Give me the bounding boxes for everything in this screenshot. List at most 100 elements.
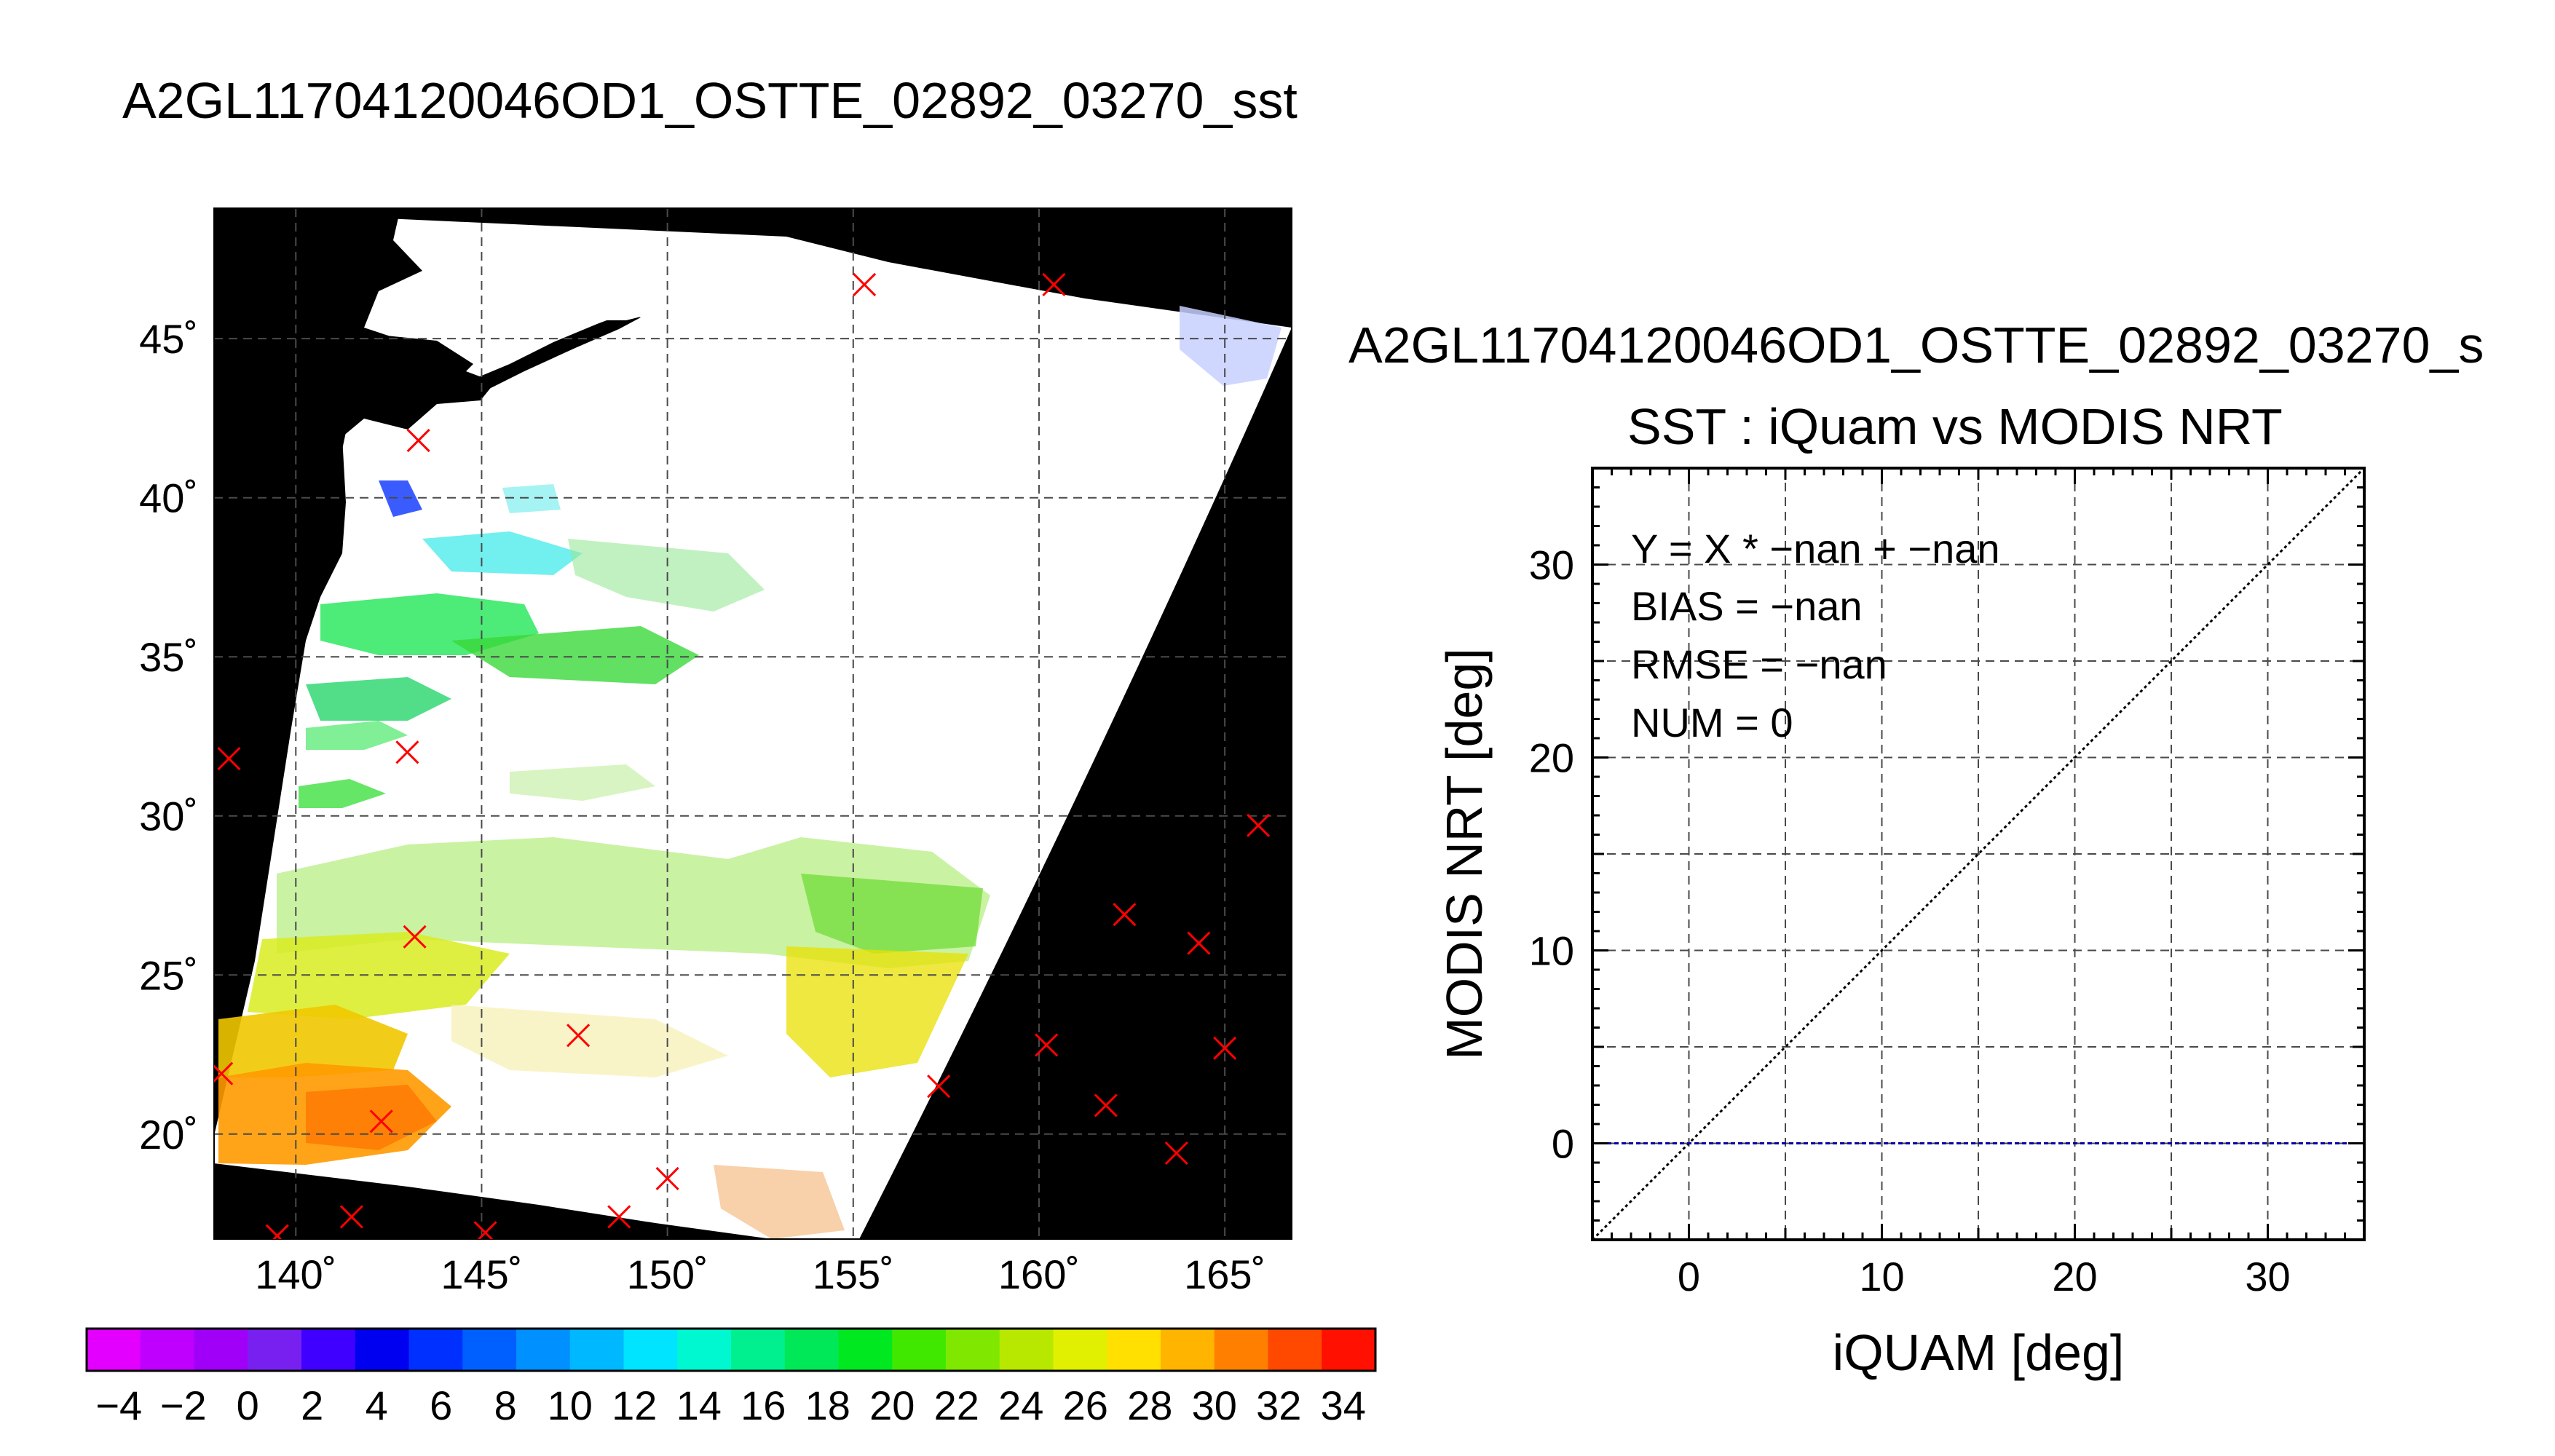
- map-marker-stroke: [853, 272, 877, 296]
- map-marker: [339, 1205, 363, 1229]
- y-tick-label: 30: [1529, 542, 1574, 588]
- colorbar-label: −4: [95, 1382, 142, 1428]
- colorbar-cell: [677, 1329, 732, 1371]
- stats-annotations: Y = X * −nan + −nan BIAS = −nan RMSE = −…: [1631, 526, 2000, 745]
- map-marker: [217, 747, 241, 771]
- colorbar-label: 2: [301, 1382, 323, 1428]
- map-marker-stroke: [1213, 1036, 1237, 1060]
- map-marker: [395, 740, 419, 764]
- x-tick-label: 20: [2052, 1254, 2097, 1299]
- map-lat-label: 25˚: [139, 952, 198, 998]
- map-marker: [927, 1075, 951, 1099]
- x-tick-label: 0: [1678, 1254, 1700, 1299]
- map-marker-stroke: [927, 1075, 951, 1099]
- map-marker-stroke: [477, 1221, 497, 1239]
- map-marker: [566, 1024, 591, 1048]
- colorbar-label: 0: [237, 1382, 259, 1428]
- colorbar-label: 14: [676, 1382, 722, 1428]
- map-panel: 140˚ 145˚ 150˚ 155˚ 160˚ 165˚ 20˚ 25˚ 30˚ 35˚ 40˚ 4…: [139, 207, 1292, 1297]
- colorbar-label: 34: [1321, 1382, 1366, 1428]
- map-marker-stroke: [406, 428, 430, 453]
- map-marker: [403, 925, 427, 949]
- colorbar-cell: [569, 1329, 625, 1371]
- colorbar-cell: [1107, 1329, 1161, 1371]
- map-marker: [655, 1166, 679, 1191]
- map-marker-stroke: [1247, 813, 1271, 837]
- colorbar-label: 12: [612, 1382, 657, 1428]
- colorbar: −4 −2 0 2 4 6 8 10 12 14 16 18 20 22 24 26 28 30 32 34: [85, 1327, 1377, 1428]
- map-marker: [607, 1205, 631, 1229]
- annotation-rmse: RMSE = −nan: [1631, 641, 1887, 687]
- y-tick-label: 20: [1529, 735, 1574, 781]
- colorbar-cell: [731, 1329, 786, 1371]
- map-lat-label: 35˚: [139, 634, 198, 680]
- y-tick-label: 10: [1529, 928, 1574, 974]
- colorbar-cell: [1268, 1329, 1322, 1371]
- colorbar-cell: [1322, 1329, 1376, 1371]
- map-lon-label: 145˚: [441, 1251, 522, 1297]
- map-marker-stroke: [1094, 1093, 1118, 1117]
- colorbar-label: 20: [869, 1382, 915, 1428]
- map-lon-label: 160˚: [998, 1251, 1080, 1297]
- map-lon-label: 165˚: [1184, 1251, 1265, 1297]
- land-kuril: [466, 313, 641, 393]
- map-lon-label: 155˚: [813, 1251, 894, 1297]
- map-marker-stroke: [607, 1205, 631, 1229]
- map-marker-stroke: [566, 1024, 591, 1048]
- map-marker-stroke: [217, 747, 241, 771]
- x-tick-label: 10: [1859, 1254, 1904, 1299]
- map-marker: [406, 428, 430, 453]
- scatter-supertitle: A2GL11704120046OD1_OSTTE_02892_03270_s: [1348, 317, 2484, 373]
- plot-ticks: [1591, 467, 2366, 1241]
- map-ticklabels: 140˚ 145˚ 150˚ 155˚ 160˚ 165˚ 20˚ 25˚ 30˚ 35˚ 40˚ 4…: [139, 316, 1265, 1297]
- colorbar-label: 24: [998, 1382, 1043, 1428]
- scatter-panel: A2GL11704120046OD1_OSTTE_02892_03270_s S…: [1348, 317, 2484, 1381]
- map-marker: [369, 1109, 393, 1133]
- map-lat-label: 20˚: [139, 1112, 198, 1158]
- main-title: A2GL11704120046OD1_OSTTE_02892_03270_sst: [122, 72, 1298, 129]
- map-marker: [1213, 1036, 1237, 1060]
- annotation-num: NUM = 0: [1631, 700, 1793, 745]
- plot-reference-lines: [1592, 468, 2364, 1240]
- land-japan: [214, 208, 495, 655]
- map-marker: [214, 1061, 234, 1085]
- colorbar-cell: [194, 1329, 248, 1371]
- map-marker-stroke: [655, 1166, 679, 1191]
- colorbar-cell: [408, 1329, 463, 1371]
- colorbar-label: −2: [160, 1382, 207, 1428]
- colorbar-label: 6: [430, 1382, 452, 1428]
- map-lat-label: 40˚: [139, 475, 198, 521]
- colorbar-label: 10: [548, 1382, 593, 1428]
- map-marker: [853, 272, 877, 296]
- colorbar-cell: [892, 1329, 947, 1371]
- map-marker: [1164, 1141, 1188, 1166]
- map-marker-stroke: [1164, 1141, 1188, 1166]
- map-marker: [1035, 1033, 1059, 1057]
- colorbar-label: 22: [934, 1382, 979, 1428]
- colorbar-label: 4: [366, 1382, 388, 1428]
- map-marker: [1247, 813, 1271, 837]
- colorbar-label: 30: [1192, 1382, 1237, 1428]
- colorbar-cell: [784, 1329, 840, 1371]
- map-marker: [1187, 931, 1211, 955]
- map-marker: [1042, 272, 1066, 296]
- map-grid: [214, 208, 1292, 1239]
- colorbar-cell: [248, 1329, 302, 1371]
- colorbar-label: 32: [1256, 1382, 1301, 1428]
- x-axis-label: iQUAM [deg]: [1833, 1324, 2125, 1381]
- colorbar-cell: [140, 1329, 195, 1371]
- map-lat-label: 45˚: [139, 316, 198, 362]
- colorbar-cell: [1161, 1329, 1215, 1371]
- map-markers: [214, 272, 1271, 1239]
- y-tick-label: 0: [1552, 1121, 1574, 1167]
- annotation-fit: Y = X * −nan + −nan: [1631, 526, 2000, 571]
- map-marker: [473, 1221, 497, 1239]
- colorbar-label: 18: [805, 1382, 850, 1428]
- colorbar-label: 16: [741, 1382, 786, 1428]
- map-frame: [213, 207, 1292, 1240]
- colorbar-label: 28: [1127, 1382, 1172, 1428]
- colorbar-cell: [516, 1329, 571, 1371]
- colorbar-cell: [355, 1329, 410, 1371]
- colorbar-cell: [623, 1329, 678, 1371]
- colorbar-cell: [946, 1329, 1000, 1371]
